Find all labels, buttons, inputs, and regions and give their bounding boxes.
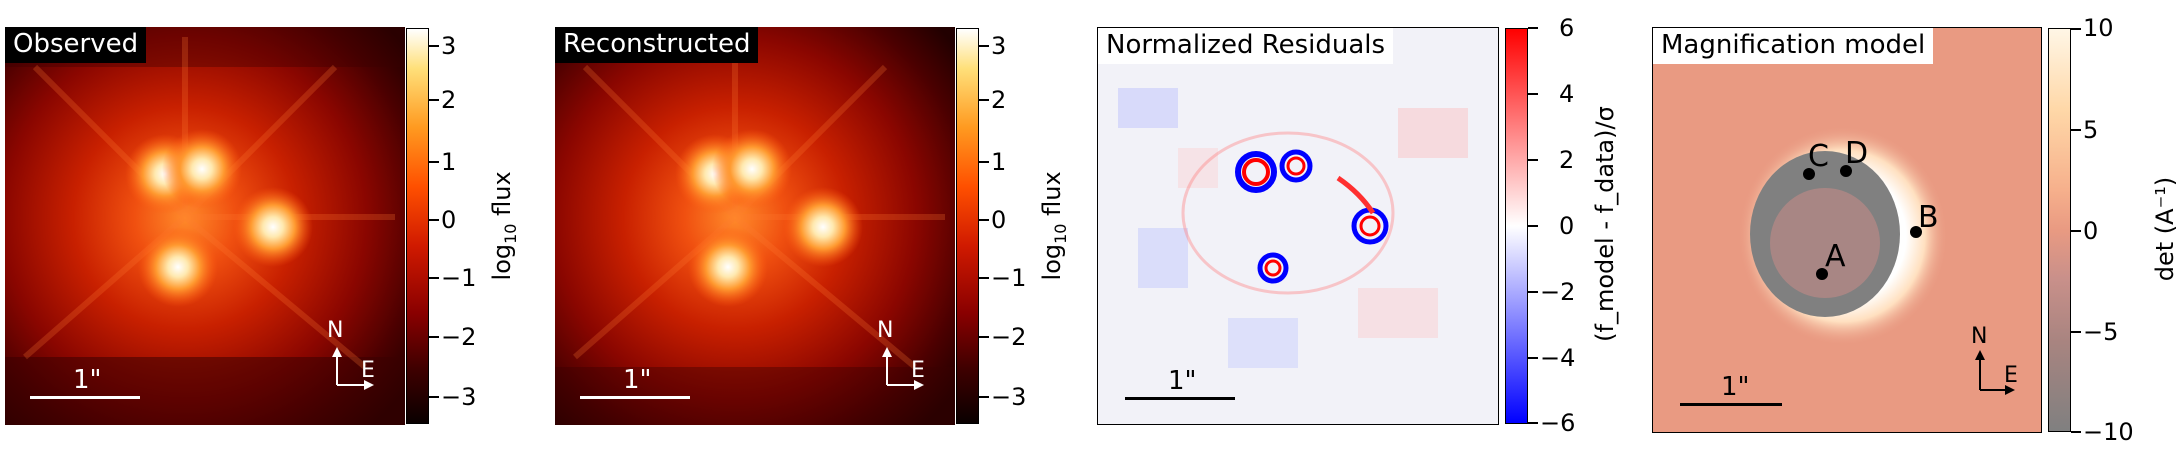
reconstructed-image: Reconstructed 1" N E: [555, 27, 955, 425]
image-a-marker: [1816, 268, 1828, 280]
colorbar-tick: −2: [1540, 278, 1576, 306]
colorbar-tick: −4: [1540, 344, 1576, 372]
colorbar-tick: −3: [991, 383, 1027, 411]
compass-arrows-icon: [332, 347, 374, 390]
colorbar-tick: −3: [441, 383, 477, 411]
colorbar-tick: −2: [441, 323, 477, 351]
colorbar-label: log10 flux: [1038, 146, 1070, 306]
colorbar-tick: −6: [1540, 409, 1576, 437]
colorbar-tick: 10: [2083, 14, 2114, 42]
image-a-label: A: [1825, 239, 1846, 274]
compass-east-label: E: [361, 358, 375, 383]
panel-title: Magnification model: [1653, 28, 1934, 64]
compass-north-label: N: [877, 318, 894, 343]
observed-image: Observed 1" N E: [5, 27, 405, 425]
colorbar-tick: 5: [2083, 116, 2099, 144]
colorbar-tick: 4: [1559, 80, 1575, 108]
compass-arrows-icon: [1975, 350, 2015, 395]
colorbar-tick: −1: [991, 264, 1027, 292]
colorbar-tick: −5: [2083, 318, 2119, 346]
magnification-image-render: [1738, 126, 1948, 346]
colorbar-label: det (A⁻¹): [2151, 176, 2176, 282]
observed-colorbar: [406, 28, 429, 424]
residuals-image-render: [1118, 88, 1468, 368]
compass-east-label: E: [911, 358, 925, 383]
colorbar-tick: 3: [991, 32, 1007, 60]
colorbar-tick: 0: [1559, 212, 1575, 240]
magnification-image: Magnification model A B C D 1" N E: [1652, 27, 2042, 433]
scale-bar: [1680, 403, 1782, 406]
reconstructed-image-render: [555, 27, 955, 425]
scale-bar: [1125, 397, 1235, 400]
colorbar-tick: 3: [441, 32, 457, 60]
magnification-colorbar: [2048, 28, 2071, 432]
compass-north-label: N: [1971, 324, 1988, 349]
scale-bar-label: 1": [73, 365, 102, 395]
scale-bar: [580, 396, 690, 399]
colorbar-label: (f_model - f_data)/σ: [1591, 106, 1619, 342]
colorbar-label-base: log: [488, 243, 517, 281]
residuals-image: Normalized Residuals 1": [1097, 27, 1499, 425]
scale-bar-label: 1": [623, 365, 652, 395]
panel-title: Normalized Residuals: [1098, 28, 1394, 64]
image-d-marker: [1840, 165, 1852, 177]
colorbar-label-sub: 10: [500, 223, 520, 244]
scale-bar: [30, 396, 140, 399]
colorbar-tick: 2: [1559, 146, 1575, 174]
residuals-colorbar: [1505, 28, 1528, 424]
colorbar-label-sub: 10: [1050, 223, 1070, 244]
colorbar-tick: 0: [991, 206, 1007, 234]
colorbar-tick: 2: [991, 86, 1007, 114]
colorbar-tick: −10: [2083, 418, 2134, 446]
image-c-marker: [1803, 168, 1815, 180]
compass-north-label: N: [327, 318, 344, 343]
colorbar-label-rest: flux: [1038, 171, 1067, 224]
image-b-marker: [1910, 226, 1922, 238]
image-b-label: B: [1918, 200, 1939, 235]
colorbar-label: log10 flux: [488, 146, 520, 306]
colorbar-tick: 6: [1559, 14, 1575, 42]
reconstructed-colorbar: [956, 28, 979, 424]
colorbar-tick: 1: [441, 148, 457, 176]
observed-image-render: [5, 27, 405, 425]
colorbar-tick: 0: [2083, 217, 2099, 245]
panel-title: Observed: [5, 27, 147, 63]
image-d-label: D: [1845, 136, 1869, 171]
colorbar-label-base: log: [1038, 243, 1067, 281]
colorbar-tick: 2: [441, 86, 457, 114]
image-c-label: C: [1808, 139, 1829, 174]
colorbar-label-rest: flux: [488, 171, 517, 224]
scale-bar-label: 1": [1168, 366, 1197, 396]
colorbar-tick: 0: [441, 206, 457, 234]
scale-bar-label: 1": [1721, 372, 1750, 402]
colorbar-tick: −1: [441, 264, 477, 292]
colorbar-tick: −2: [991, 323, 1027, 351]
colorbar-tick: 1: [991, 148, 1007, 176]
compass-arrows-icon: [882, 347, 924, 390]
panel-title: Reconstructed: [555, 27, 759, 63]
compass-east-label: E: [2004, 363, 2018, 388]
